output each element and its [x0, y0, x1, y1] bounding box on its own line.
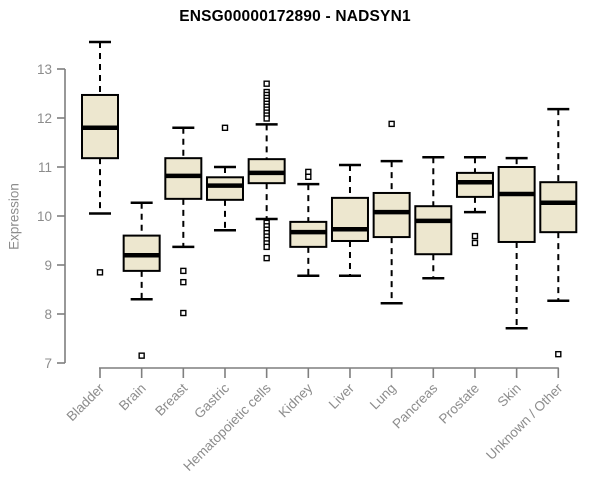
outlier-hematopoietic-cells: [263, 80, 270, 87]
y-tick-label: 13: [37, 62, 52, 77]
x-category-label: Bladder: [64, 380, 108, 424]
box-prostate: [455, 171, 494, 198]
box-pancreas: [414, 205, 453, 256]
outlier-unknown-other: [555, 350, 562, 358]
x-category-label: Skin: [495, 381, 524, 410]
y-tick-label: 12: [37, 111, 52, 126]
outlier-kidney: [305, 173, 312, 181]
y-tick-label: 9: [44, 258, 52, 273]
outlier-bladder: [96, 269, 104, 276]
outlier-prostate: [471, 239, 479, 247]
box-breast: [164, 157, 203, 200]
box-gastric: [205, 176, 244, 201]
box-liver: [330, 196, 369, 242]
outlier-lung: [388, 120, 395, 128]
y-tick-label: 7: [44, 356, 52, 371]
outlier-prostate: [471, 232, 479, 240]
x-category-label: Prostate: [436, 381, 482, 427]
outlier-breast: [180, 267, 187, 275]
x-category-label: Lung: [367, 381, 399, 413]
x-category-label: Unknown / Other: [483, 380, 566, 463]
x-category-label: Gastric: [191, 380, 232, 421]
x-category-label: Liver: [326, 380, 358, 412]
y-tick-label: 11: [38, 160, 52, 175]
box-skin: [497, 166, 536, 243]
box-lung: [372, 191, 411, 239]
x-category-label: Breast: [152, 380, 190, 418]
box-unknown-other: [539, 181, 578, 234]
x-category-label: Kidney: [276, 380, 316, 420]
outlier-brain: [138, 352, 145, 359]
outlier-breast: [180, 309, 187, 317]
outlier-gastric: [221, 124, 229, 132]
x-category-label: Brain: [116, 381, 149, 414]
outlier-hematopoietic-cells: [263, 115, 270, 122]
x-category-label: Pancreas: [389, 380, 440, 431]
chart-title: ENSG00000172890 - NADSYN1: [179, 8, 411, 25]
outlier-breast: [180, 278, 187, 286]
outlier-hematopoietic-cells: [263, 254, 270, 262]
outlier-hematopoietic-cells: [263, 243, 270, 251]
y-tick-label: 8: [44, 307, 52, 322]
y-tick-label: 10: [37, 209, 52, 224]
